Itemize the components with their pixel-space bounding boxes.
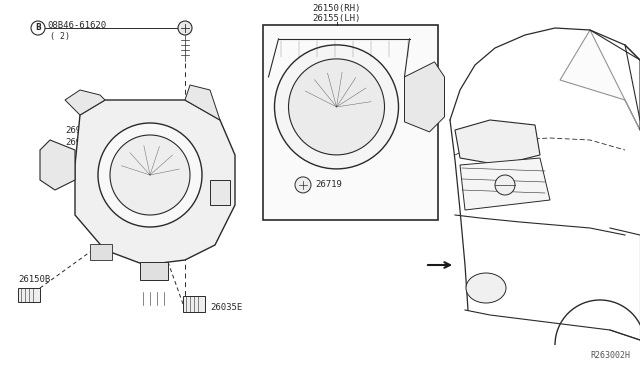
Polygon shape [455, 120, 540, 165]
Polygon shape [75, 100, 235, 265]
Text: 26921(LH): 26921(LH) [65, 138, 113, 147]
Polygon shape [404, 62, 445, 132]
Text: 08B46-61620: 08B46-61620 [47, 20, 106, 29]
Text: B: B [35, 23, 41, 32]
Text: 26719: 26719 [315, 180, 342, 189]
Polygon shape [185, 85, 220, 120]
Text: 26035E: 26035E [210, 304, 243, 312]
FancyBboxPatch shape [210, 180, 230, 205]
Text: 26920(RH): 26920(RH) [65, 125, 113, 135]
Polygon shape [65, 90, 105, 115]
Circle shape [295, 177, 311, 193]
Polygon shape [40, 140, 75, 190]
FancyBboxPatch shape [263, 25, 438, 220]
Circle shape [289, 59, 385, 155]
Circle shape [275, 45, 399, 169]
Polygon shape [560, 30, 640, 130]
Circle shape [98, 123, 202, 227]
FancyBboxPatch shape [90, 244, 112, 260]
Text: 26150(RH): 26150(RH) [312, 3, 361, 13]
Circle shape [31, 21, 45, 35]
Circle shape [178, 21, 192, 35]
Circle shape [495, 175, 515, 195]
Polygon shape [460, 158, 550, 210]
Text: 26155(LH): 26155(LH) [312, 13, 361, 22]
FancyBboxPatch shape [183, 296, 205, 312]
Circle shape [110, 135, 190, 215]
Text: 26150B: 26150B [18, 276, 51, 285]
FancyBboxPatch shape [140, 262, 168, 280]
Text: R263002H: R263002H [590, 351, 630, 360]
Ellipse shape [466, 273, 506, 303]
Text: ( 2): ( 2) [50, 32, 70, 41]
FancyBboxPatch shape [18, 288, 40, 302]
